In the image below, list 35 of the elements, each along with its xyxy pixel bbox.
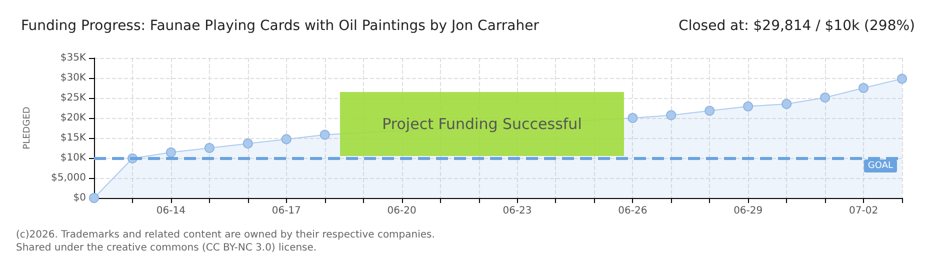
text: (c)2026. Trademarks and related content are owned by their respective companies. [16,230,435,240]
x-tick-label: 06-14 [156,206,186,216]
x-tick-label: 06-29 [734,206,763,216]
y-axis-title: PLEDGED [22,106,32,150]
y-tick-label: $30K [60,72,86,84]
x-tick-label: 07-02 [848,206,878,216]
point [743,101,754,112]
point [666,110,676,120]
point [242,138,253,149]
chart-subtitle: Closed at: $29,814 / $10k (298%) [678,18,916,34]
y-tick-label: $5,000 [51,172,86,184]
x-tick-label: 06-23 [502,206,532,216]
text: Shared under the creative commons (CC BY-NC 3.0) license. [16,242,317,254]
point [820,92,830,103]
y-tick-label: $25K [60,92,86,104]
y-tick-label: $10K [60,152,86,164]
x-tick-label: 06-20 [387,206,416,216]
y-tick-label: $35K [60,52,86,64]
point [281,134,292,144]
y-tick-label: $15K [60,132,86,144]
x-tick-label: 06-26 [618,206,648,216]
point [204,143,214,153]
point [782,99,792,109]
y-tick-label: $0 [73,192,86,204]
point [166,147,176,158]
x-tick-label: 06-17 [272,206,301,216]
success-banner: Project Funding Successful [340,92,624,156]
point [897,74,907,84]
point [628,113,638,123]
point [320,130,330,140]
point [704,106,715,116]
chart-title: Funding Progress: Faunae Playing Cards with Oil Paintings by Jon Carraher [21,18,540,34]
ref-line-label: GOAL [868,161,893,171]
y-tick-label: $20K [60,112,86,124]
point [858,83,869,93]
